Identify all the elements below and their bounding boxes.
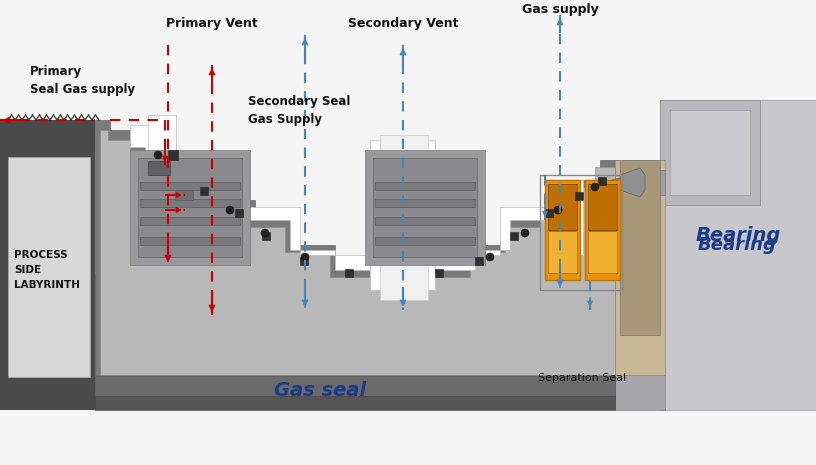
Bar xyxy=(510,232,518,240)
Bar xyxy=(670,110,750,195)
Text: Separation Seal: Separation Seal xyxy=(538,373,626,383)
Circle shape xyxy=(261,229,269,237)
Bar xyxy=(375,217,475,225)
Bar xyxy=(95,396,615,410)
Circle shape xyxy=(554,206,562,214)
Text: Gas supply: Gas supply xyxy=(521,3,598,16)
Bar xyxy=(545,180,580,280)
Bar xyxy=(0,398,816,410)
Text: Bearing: Bearing xyxy=(695,226,781,245)
Bar xyxy=(300,257,308,265)
Bar xyxy=(370,140,435,290)
Bar xyxy=(625,170,665,195)
Text: Secondary Vent: Secondary Vent xyxy=(348,17,459,30)
Bar xyxy=(365,150,485,265)
Bar xyxy=(588,184,617,230)
Circle shape xyxy=(301,253,309,261)
Bar xyxy=(148,161,170,175)
Text: Bearing: Bearing xyxy=(698,236,777,254)
Bar xyxy=(235,209,243,217)
Bar xyxy=(175,190,193,200)
Bar xyxy=(380,135,428,300)
Polygon shape xyxy=(130,125,170,170)
Text: Secondary Seal
Gas Supply: Secondary Seal Gas Supply xyxy=(248,94,350,126)
Bar xyxy=(262,232,270,240)
Circle shape xyxy=(226,206,234,214)
Bar xyxy=(545,209,553,217)
Bar xyxy=(588,231,617,273)
Bar xyxy=(615,160,665,375)
Bar xyxy=(168,150,178,160)
Bar xyxy=(555,180,583,255)
Bar xyxy=(0,375,816,410)
Polygon shape xyxy=(100,130,615,375)
Bar xyxy=(548,231,577,273)
Polygon shape xyxy=(95,120,620,375)
Bar xyxy=(0,120,95,410)
Bar xyxy=(375,199,475,207)
Bar xyxy=(660,100,816,410)
Polygon shape xyxy=(240,207,555,290)
Bar xyxy=(575,192,583,200)
Bar xyxy=(373,158,477,257)
Bar xyxy=(615,160,665,410)
Circle shape xyxy=(591,183,599,191)
Bar xyxy=(140,182,240,190)
Bar xyxy=(345,269,353,277)
Polygon shape xyxy=(620,168,645,197)
Bar xyxy=(200,187,208,195)
Bar xyxy=(598,177,606,185)
Text: Primary Vent: Primary Vent xyxy=(166,17,258,30)
Circle shape xyxy=(486,253,494,261)
Bar xyxy=(475,257,483,265)
Bar xyxy=(375,182,475,190)
Bar xyxy=(375,237,475,245)
Bar xyxy=(140,237,240,245)
Bar xyxy=(148,115,176,180)
Bar xyxy=(95,275,615,375)
Polygon shape xyxy=(608,178,620,187)
Bar xyxy=(435,269,443,277)
Text: Gas seal: Gas seal xyxy=(274,380,366,399)
Bar xyxy=(138,158,242,257)
Circle shape xyxy=(154,151,162,159)
Circle shape xyxy=(521,229,529,237)
Bar xyxy=(140,199,240,207)
Bar xyxy=(585,180,620,280)
Bar xyxy=(540,175,622,290)
Bar xyxy=(660,100,760,205)
Bar xyxy=(8,157,90,377)
Bar xyxy=(95,376,615,398)
Bar xyxy=(140,217,240,225)
Text: PROCESS
SIDE
LABYRINTH: PROCESS SIDE LABYRINTH xyxy=(14,250,80,290)
Bar xyxy=(548,184,577,230)
Bar xyxy=(130,150,250,265)
Text: Primary
Seal Gas supply: Primary Seal Gas supply xyxy=(30,65,135,95)
Bar xyxy=(620,160,660,335)
